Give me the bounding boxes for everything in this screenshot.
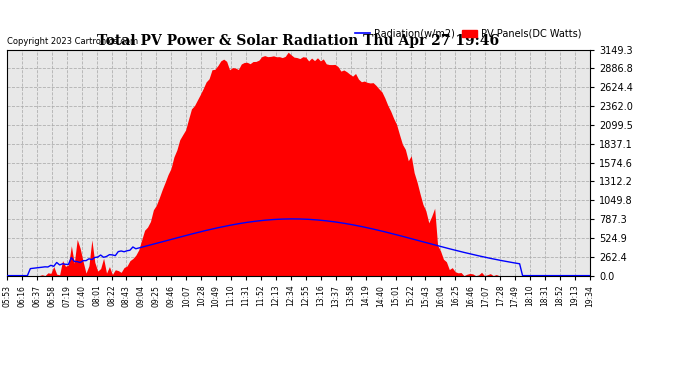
Text: Copyright 2023 Cartronics.com: Copyright 2023 Cartronics.com [7,37,138,46]
Title: Total PV Power & Solar Radiation Thu Apr 27 19:46: Total PV Power & Solar Radiation Thu Apr… [97,34,500,48]
Legend: Radiation(w/m2), PV Panels(DC Watts): Radiation(w/m2), PV Panels(DC Watts) [351,25,585,43]
